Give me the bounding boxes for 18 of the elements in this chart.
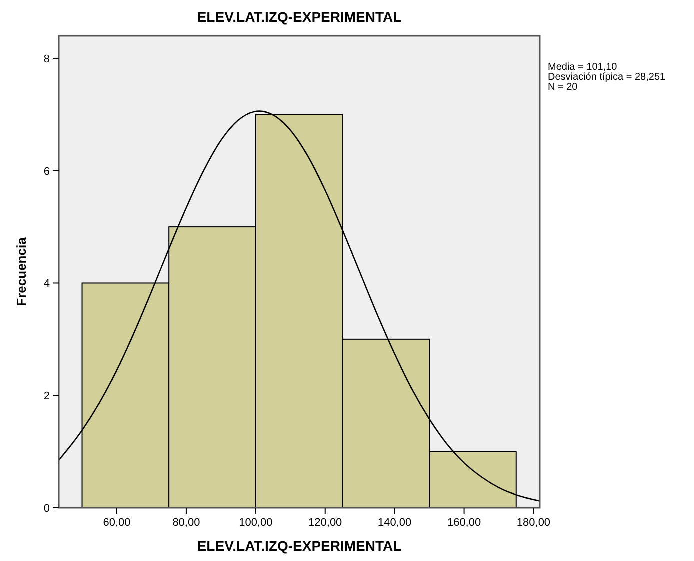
text: Media = 101,10 <box>548 62 618 73</box>
y-tick-label: 8 <box>44 53 50 66</box>
x-tick-label: 140,00 <box>378 517 412 529</box>
x-tick-label: 180,00 <box>516 517 551 529</box>
y-tick-label: 6 <box>44 166 50 178</box>
x-axis-title: ELEV.LAT.IZQ-EXPERIMENTAL <box>197 538 402 554</box>
x-tick-label: 80,00 <box>172 517 200 529</box>
x-tick-label: 160,00 <box>447 517 482 529</box>
y-tick-label: 2 <box>44 390 50 403</box>
x-tick-label: 60,00 <box>103 517 131 529</box>
y-tick-label: 4 <box>44 278 50 290</box>
text: N = 20 <box>548 82 578 93</box>
x-tick-label: 100,00 <box>239 517 273 529</box>
text: Desviación típica = 28,251 <box>548 72 666 83</box>
x-tick-label: 120,00 <box>308 517 342 529</box>
y-axis-title: Frecuencia <box>14 236 29 306</box>
chart-title: ELEV.LAT.IZQ-EXPERIMENTAL <box>197 9 402 25</box>
y-tick-label: 0 <box>44 503 50 515</box>
